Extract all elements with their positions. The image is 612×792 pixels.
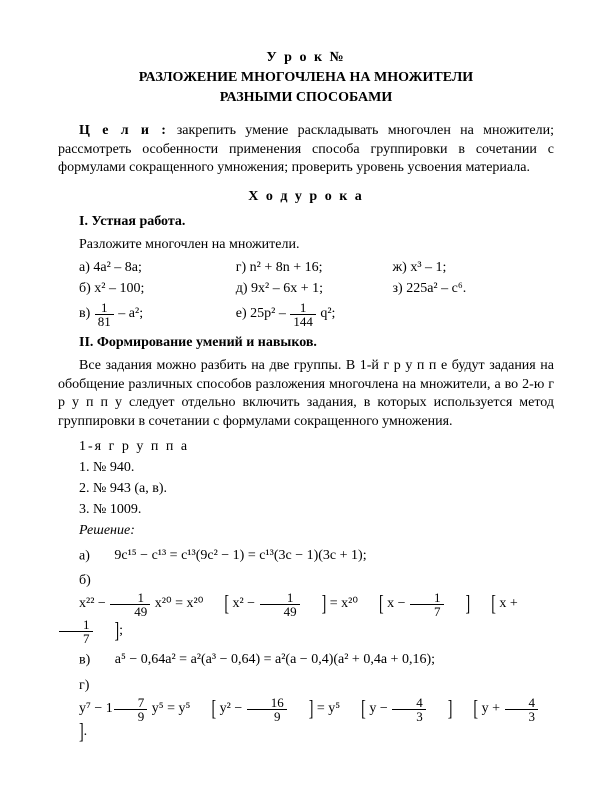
solution-label: Решение: <box>58 522 554 541</box>
task-row: а) 4a² – 8a; г) n² + 8n + 16; ж) x³ – 1; <box>58 259 554 278</box>
solution-v: в) a⁵ − 0,64a² = a²(a³ − 0,64) = a²(a − … <box>58 651 554 671</box>
group-1-label: 1-я г р у п п а <box>58 438 554 457</box>
solution-g: г) y⁷ − 179 y⁵ = y⁵[ y² − 169] = y⁵[ y −… <box>58 677 554 744</box>
goals-label: Ц е л и : <box>79 123 167 138</box>
task-v-suffix: – a²; <box>115 306 143 321</box>
bracket-icon: ] <box>301 591 327 621</box>
title-block: У р о к № РАЗЛОЖЕНИЕ МНОГОЧЛЕНА НА МНОЖИ… <box>58 49 554 108</box>
fraction-1-7: 17 <box>59 618 93 645</box>
bracket-icon: [ <box>203 591 229 621</box>
bracket-icon: [ <box>190 696 216 726</box>
task-row: в) 181 – a²; е) 25p² – 1144 q²; <box>58 301 554 328</box>
title-line-1: РАЗЛОЖЕНИЕ МНОГОЧЛЕНА НА МНОЖИТЕЛИ <box>58 69 554 88</box>
fraction-16-9: 169 <box>247 696 287 723</box>
task-e: е) 25p² – 1144 q²; <box>236 301 393 328</box>
solution-b-label: б) <box>79 573 91 588</box>
task-z: з) 225a² – c⁶. <box>393 280 550 299</box>
fraction-4-3: 43 <box>505 696 539 723</box>
solution-g-expr: y⁷ − 179 y⁵ = y⁵[ y² − 169] = y⁵[ y − 43… <box>58 696 554 744</box>
fraction-1-7: 17 <box>410 591 444 618</box>
list-item: 2. № 943 (а, в). <box>58 480 554 499</box>
bracket-icon: [ <box>452 696 478 726</box>
bracket-icon: ] <box>58 719 84 749</box>
task-a: а) 4a² – 8a; <box>79 259 236 278</box>
task-d: д) 9x² – 6x + 1; <box>236 280 393 299</box>
task-e-prefix: е) 25p² – <box>236 306 290 321</box>
list-item: 1. № 940. <box>58 459 554 478</box>
solution-v-expr: a⁵ − 0,64a² = a²(a³ − 0,64) = a²(a − 0,4… <box>94 651 435 670</box>
task-e-suffix: q²; <box>317 306 336 321</box>
list-item: 3. № 1009. <box>58 501 554 520</box>
solution-a-label: а) <box>79 548 90 563</box>
bracket-icon: [ <box>340 696 366 726</box>
section-2-text: Все задания можно разбить на две группы.… <box>58 357 554 433</box>
section-1-heading: I. Устная работа. <box>58 213 554 232</box>
task-v: в) 181 – a²; <box>79 301 236 328</box>
fraction-1-49: 149 <box>260 591 300 618</box>
solution-b: б) x²² − 149 x²⁰ = x²⁰[ x² − 149] = x²⁰[… <box>58 572 554 645</box>
bracket-icon: ] <box>427 696 453 726</box>
bracket-icon: ] <box>288 696 314 726</box>
mixed-fraction-7-9: 79 <box>114 696 148 723</box>
solution-g-label: г) <box>79 678 89 693</box>
task-g: г) n² + 8n + 16; <box>236 259 393 278</box>
solution-b-expr: x²² − 149 x²⁰ = x²⁰[ x² − 149] = x²⁰[ x … <box>58 591 554 645</box>
fraction-1-81: 181 <box>95 301 114 328</box>
solution-a-expr: 9c¹⁵ − c¹³ = c¹³(9c² − 1) = c¹³(3c − 1)(… <box>93 547 366 566</box>
section-2-heading: II. Формирование умений и навыков. <box>58 334 554 353</box>
section-1-prompt: Разложите многочлен на множители. <box>58 236 554 255</box>
task-b: б) x² – 100; <box>79 280 236 299</box>
solution-v-label: в) <box>79 653 90 668</box>
fraction-4-3: 43 <box>392 696 426 723</box>
bracket-icon: [ <box>358 591 384 621</box>
bracket-icon: ] <box>445 591 471 621</box>
bracket-icon: [ <box>470 591 496 621</box>
lesson-flow-heading: Х о д у р о к а <box>58 188 554 207</box>
solution-a: а) 9c¹⁵ − c¹³ = c¹³(9c² − 1) = c¹³(3c − … <box>58 547 554 567</box>
task-v-prefix: в) <box>79 306 94 321</box>
goals-paragraph: Ц е л и : закрепить умение раскладывать … <box>58 122 554 179</box>
fraction-1-49: 149 <box>110 591 150 618</box>
bracket-icon: ] <box>94 618 120 648</box>
page: У р о к № РАЗЛОЖЕНИЕ МНОГОЧЛЕНА НА МНОЖИ… <box>0 0 612 792</box>
fraction-1-144: 1144 <box>290 301 316 328</box>
task-row: б) x² – 100; д) 9x² – 6x + 1; з) 225a² –… <box>58 280 554 299</box>
task-zh: ж) x³ – 1; <box>393 259 550 278</box>
lesson-number: У р о к № <box>58 49 554 68</box>
title-line-2: РАЗНЫМИ СПОСОБАМИ <box>58 89 554 108</box>
